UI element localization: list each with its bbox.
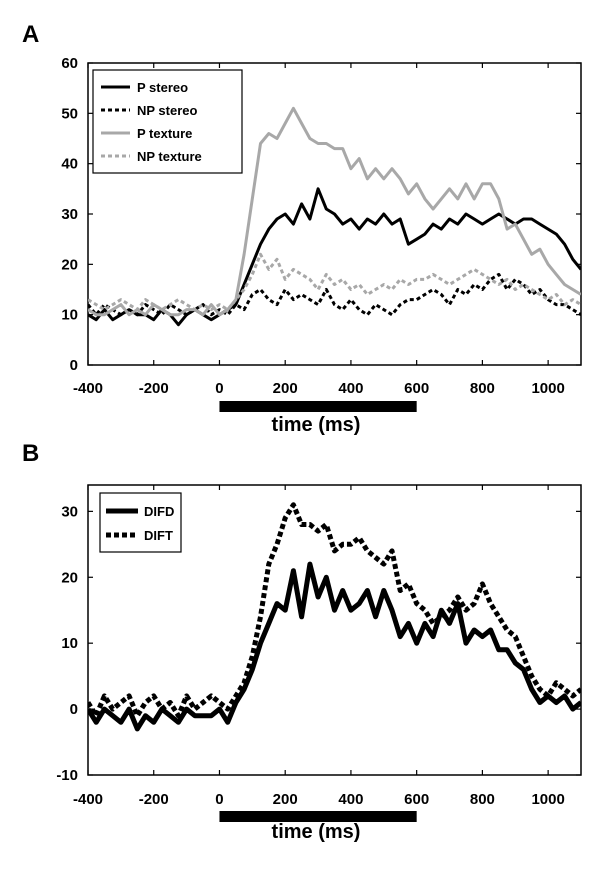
panel-a-y-tick-label: 0 [70, 357, 78, 374]
panel-b-legend: DIFD DIFT [99, 492, 182, 553]
panel-b-x-tick-label: -400 [73, 791, 103, 808]
panel-a-x-tick-label: -200 [139, 380, 169, 397]
panel-a: A -400 -200 0 200 400 600 800 1000 0 10 20 30 40 50 60… [22, 21, 582, 436]
panel-a-y-tick-label: 10 [61, 307, 78, 324]
panel-b-y-tick-label: 0 [70, 701, 78, 718]
legend-np-texture-label: NP texture [137, 149, 202, 164]
legend-p-stereo-label: P stereo [137, 80, 188, 95]
panel-a-y-tick-label: 60 [61, 55, 78, 72]
panel-b-y-tick-label: 10 [61, 635, 78, 652]
panel-b-series-layer [88, 502, 581, 732]
panel-b-x-tick-label: 0 [215, 791, 223, 808]
panel-b-x-tick-label: 600 [404, 791, 429, 808]
panel-b-series-difd [88, 561, 581, 732]
panel-b-ticks: -400 -200 0 200 400 600 800 1000 -10 0 10 20 30 [56, 485, 581, 808]
panel-a-y-tick-label: 20 [61, 256, 78, 273]
panel-a-y-tick-label: 30 [61, 206, 78, 223]
panel-a-ticks: -400 -200 0 200 400 600 800 1000 0 10 20 30 40 50 60 [61, 55, 581, 397]
legend-difd-label: DIFD [144, 504, 174, 519]
legend-dift-label: DIFT [144, 528, 173, 543]
panel-a-series-p-texture [88, 106, 581, 317]
legend-np-stereo-label: NP stereo [137, 103, 198, 118]
panel-a-y-tick-label: 40 [61, 156, 78, 173]
panel-b-x-tick-label: 200 [273, 791, 298, 808]
panel-b-x-tick-label: 1000 [531, 791, 564, 808]
panel-a-x-tick-label: 600 [404, 380, 429, 397]
panel-a-series-np-texture [88, 252, 581, 312]
panel-a-legend: P stereo NP stereo P texture NP texture [92, 69, 243, 174]
legend-p-texture-label: P texture [137, 126, 192, 141]
panel-b-y-tick-label: 30 [61, 503, 78, 520]
panel-b-x-tick-label: 400 [338, 791, 363, 808]
panel-a-y-tick-label: 50 [61, 105, 78, 122]
panel-a-letter: A [22, 21, 39, 48]
panel-b-x-axis-label: time (ms) [272, 821, 361, 843]
panel-a-x-tick-label: 0 [215, 380, 223, 397]
panel-b-legend-box [99, 492, 182, 553]
panel-b-series-dift [88, 502, 581, 719]
panel-b: B -400 -200 0 200 400 600 800 1000 -10 0 10 20 30 ti… [22, 440, 582, 843]
panel-a-x-axis-label: time (ms) [272, 414, 361, 436]
panel-b-letter: B [22, 440, 39, 467]
panel-a-stimulus-bar [219, 401, 417, 412]
panel-b-axes-frame [87, 484, 582, 776]
panel-b-stimulus-bar [219, 811, 417, 822]
panel-a-series-layer [88, 106, 581, 327]
panel-a-x-tick-label: 400 [338, 380, 363, 397]
panel-a-x-tick-label: 200 [273, 380, 298, 397]
panel-a-series-np-stereo [88, 272, 581, 317]
panel-a-x-tick-label: -400 [73, 380, 103, 397]
panel-b-x-tick-label: -200 [139, 791, 169, 808]
panel-a-x-tick-label: 1000 [531, 380, 564, 397]
panel-b-x-tick-label: 800 [470, 791, 495, 808]
panel-b-y-tick-label: 20 [61, 569, 78, 586]
panel-b-y-tick-label: -10 [56, 767, 78, 784]
panel-a-x-tick-label: 800 [470, 380, 495, 397]
